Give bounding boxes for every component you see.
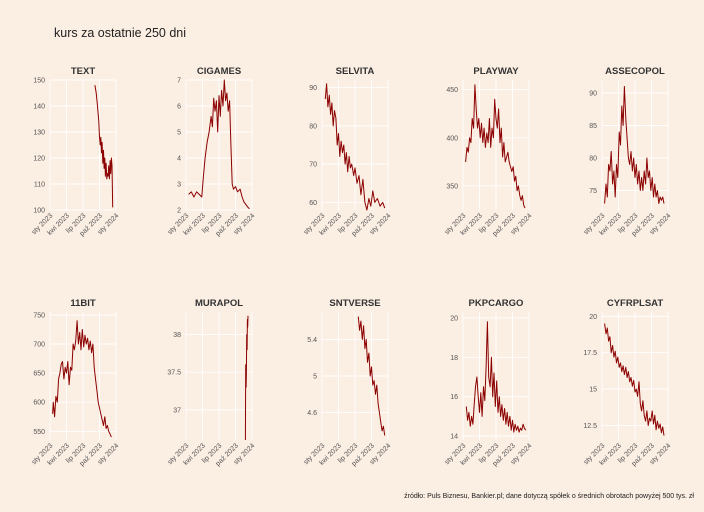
series-line	[465, 321, 527, 433]
y-tick-label: 90	[589, 91, 597, 98]
series-line	[52, 320, 112, 438]
y-tick-label: 350	[446, 183, 458, 190]
y-tick-label: 38	[173, 332, 181, 339]
y-tick-label: 80	[589, 156, 597, 163]
panel-title: CYFRPLSAT	[607, 298, 663, 309]
y-tick-label: 140	[33, 104, 45, 111]
y-tick-label: 700	[33, 342, 45, 349]
y-tick-label: 85	[589, 123, 597, 130]
y-tick-label: 90	[309, 85, 317, 92]
series-line	[357, 316, 386, 436]
y-tick-label: 5	[177, 130, 181, 137]
source-footnote: źródło: Puls Biznesu, Bankier.pl; dane d…	[404, 493, 694, 500]
y-tick-label: 18	[450, 355, 458, 362]
y-tick-label: 37	[173, 407, 181, 414]
panel-title: PKPCARGO	[469, 298, 524, 309]
panel-title: SNTVERSE	[329, 298, 380, 309]
series-line	[465, 84, 526, 209]
series-line	[604, 323, 665, 436]
y-tick-label: 400	[446, 135, 458, 142]
y-tick-label: 15	[589, 387, 597, 394]
y-tick-label: 4	[177, 156, 181, 163]
panel-title: MURAPOL	[195, 298, 243, 309]
panel-title: CIGAMES	[197, 66, 241, 77]
page-title: kurs za ostatnie 250 dni	[54, 26, 187, 40]
y-tick-label: 6	[177, 104, 181, 111]
y-tick-label: 5	[313, 374, 317, 381]
y-tick-label: 5.4	[307, 337, 317, 344]
panel-title: 11BIT	[70, 298, 96, 309]
y-tick-label: 130	[33, 130, 45, 137]
series-line	[94, 85, 114, 208]
y-tick-label: 600	[33, 400, 45, 407]
y-tick-label: 80	[309, 123, 317, 130]
y-tick-label: 150	[33, 78, 45, 85]
panel-title: TEXT	[71, 66, 95, 77]
y-tick-label: 60	[309, 200, 317, 207]
y-tick-label: 550	[33, 429, 45, 436]
panel-title: ASSECOPOL	[605, 66, 665, 77]
series-line	[244, 315, 249, 441]
y-tick-label: 37.5	[167, 370, 181, 377]
y-tick-label: 2	[177, 208, 181, 215]
series-line	[324, 83, 386, 211]
y-tick-label: 110	[34, 182, 45, 189]
y-tick-label: 4.6	[307, 410, 317, 417]
y-tick-label: 16	[450, 394, 458, 401]
y-tick-label: 14	[450, 434, 458, 441]
y-tick-label: 3	[177, 182, 181, 189]
y-tick-label: 100	[33, 208, 45, 215]
y-tick-label: 75	[589, 188, 597, 195]
y-tick-label: 450	[446, 87, 458, 94]
y-tick-label: 7	[177, 78, 181, 85]
y-tick-label: 20	[450, 315, 458, 322]
y-tick-label: 70	[309, 162, 317, 169]
series-line	[604, 86, 665, 204]
panel-title: PLAYWAY	[473, 66, 519, 77]
y-tick-label: 17.5	[583, 350, 597, 357]
y-tick-label: 20	[589, 314, 597, 321]
y-tick-label: 120	[33, 156, 45, 163]
series-line	[188, 79, 250, 210]
y-tick-label: 650	[33, 371, 45, 378]
panel-title: SELVITA	[336, 66, 375, 77]
y-tick-label: 12.5	[583, 423, 597, 430]
y-tick-label: 750	[33, 312, 45, 319]
